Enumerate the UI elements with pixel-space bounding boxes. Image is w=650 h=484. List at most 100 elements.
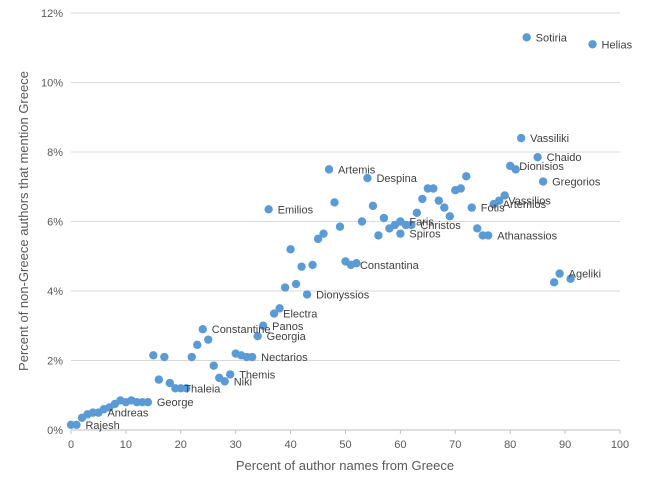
data-point — [275, 304, 284, 313]
data-point — [445, 212, 455, 221]
data-point — [396, 229, 405, 238]
data-label: Helias — [602, 39, 633, 51]
data-point — [193, 340, 202, 350]
data-label: Fotis — [481, 203, 505, 215]
data-label: Ageliki — [569, 269, 601, 281]
y-tick-label: 8% — [47, 147, 63, 159]
data-label: Nectarios — [261, 352, 308, 364]
data-point — [516, 133, 526, 143]
data-label: Sotiria — [536, 32, 568, 44]
data-point — [264, 205, 273, 214]
data-point — [357, 217, 367, 226]
data-label: Thaleia — [184, 383, 221, 395]
data-point — [478, 231, 487, 240]
data-point — [511, 165, 520, 174]
data-label: Vassiliki — [530, 133, 569, 145]
y-axis-title: Percent of non-Greece authors that menti… — [16, 71, 31, 371]
x-axis-title: Percent of author names from Greece — [236, 458, 454, 473]
data-point — [429, 184, 438, 193]
data-point — [368, 201, 378, 211]
data-point — [456, 184, 465, 193]
data-point — [313, 234, 323, 244]
data-point — [324, 165, 334, 174]
data-label: Niki — [234, 376, 252, 388]
data-label: Faris — [409, 217, 434, 229]
data-point — [291, 279, 301, 289]
data-point — [566, 274, 575, 284]
data-label: Spiros — [409, 229, 441, 241]
data-point — [533, 153, 542, 162]
x-tick-label: 60 — [394, 439, 406, 451]
x-tick-label: 70 — [449, 439, 461, 451]
data-point — [462, 172, 471, 181]
data-points — [66, 33, 597, 429]
data-point — [500, 191, 509, 200]
data-label: Artemis — [338, 164, 376, 176]
y-tick-label: 0% — [47, 425, 63, 437]
data-point — [160, 352, 169, 362]
data-point — [390, 220, 400, 230]
data-label: Constantina — [360, 260, 420, 272]
data-point — [588, 40, 597, 49]
data-point — [473, 224, 482, 233]
data-point — [412, 208, 422, 218]
data-point — [187, 352, 196, 362]
data-point — [286, 245, 295, 254]
data-point — [204, 335, 213, 344]
data-label: Athanassios — [497, 230, 557, 242]
x-tick-label: 10 — [120, 439, 132, 451]
data-point — [352, 259, 361, 268]
data-point — [258, 321, 268, 330]
data-point — [66, 420, 76, 429]
data-point — [297, 262, 306, 271]
data-point — [182, 384, 191, 393]
data-label: Panos — [272, 321, 304, 333]
data-label: Dionyssios — [316, 289, 370, 301]
data-point — [379, 213, 389, 223]
data-label: Rajesh — [85, 420, 119, 432]
data-point — [401, 220, 411, 230]
data-point — [302, 290, 312, 299]
data-point — [319, 229, 328, 238]
y-tick-label: 4% — [47, 286, 63, 298]
x-tick-label: 40 — [284, 439, 296, 451]
data-point — [149, 351, 158, 360]
x-tick-label: 30 — [230, 439, 242, 451]
y-tick-label: 12% — [41, 8, 63, 20]
data-point — [549, 278, 559, 287]
data-label: Andreas — [107, 408, 148, 420]
data-point — [341, 257, 350, 266]
data-point — [308, 260, 317, 270]
data-point — [88, 408, 98, 417]
y-tick-label: 2% — [47, 356, 63, 368]
data-point — [165, 378, 175, 388]
data-label: Electra — [283, 309, 318, 321]
data-point — [280, 283, 290, 292]
data-point — [242, 352, 251, 362]
data-point — [538, 177, 548, 186]
x-tick-label: 80 — [504, 439, 516, 451]
data-label: George — [157, 397, 194, 409]
data-point — [138, 398, 147, 407]
gridlines — [71, 12, 620, 361]
data-point — [330, 198, 339, 207]
y-tick-label: 10% — [41, 78, 63, 90]
data-point — [154, 375, 164, 384]
data-point — [209, 361, 218, 370]
data-label: Themis — [239, 369, 276, 381]
data-label: Christos — [420, 220, 461, 232]
data-label: Constantine — [212, 324, 271, 336]
data-label: Despina — [376, 173, 417, 185]
x-tick-label: 20 — [175, 439, 187, 451]
data-point — [440, 203, 449, 212]
data-point — [555, 269, 564, 278]
data-point — [418, 194, 427, 204]
data-label: Chaido — [547, 152, 582, 164]
data-label: Georgia — [267, 331, 307, 343]
data-point — [374, 231, 383, 240]
data-label: Gregorios — [552, 177, 601, 189]
x-tick-label: 50 — [339, 439, 351, 451]
data-point — [489, 199, 498, 209]
